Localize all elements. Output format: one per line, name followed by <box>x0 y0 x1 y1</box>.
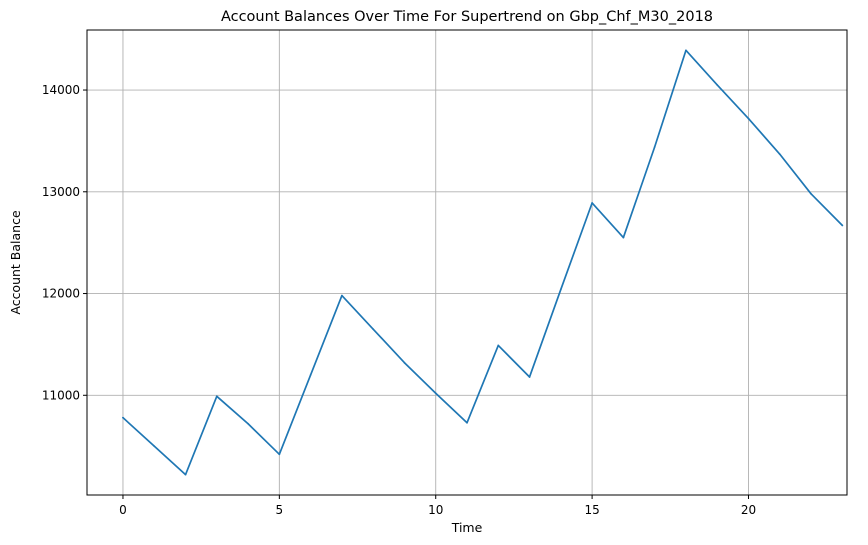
data-point <box>622 236 625 239</box>
data-point <box>184 473 187 476</box>
x-tick-label: 20 <box>741 503 756 517</box>
data-point <box>685 49 687 52</box>
x-tick-label: 15 <box>584 503 599 517</box>
data-point <box>810 192 812 195</box>
data-point <box>122 416 124 419</box>
data-point <box>341 294 343 297</box>
x-axis-label: Time <box>451 520 483 535</box>
y-axis-label: Account Balance <box>8 210 23 315</box>
data-point <box>591 202 593 204</box>
data-point <box>309 374 312 376</box>
plot-frame <box>86 29 848 496</box>
data-point <box>497 344 500 347</box>
data-point <box>528 376 531 378</box>
y-tick-label: 14000 <box>42 83 80 97</box>
data-point <box>153 445 156 448</box>
y-tick-label: 11000 <box>42 388 80 402</box>
ticks-layer: 0 5 10 15 20 11000 12000 13000 14000 <box>42 83 756 517</box>
y-tick-label: 13000 <box>42 185 80 199</box>
data-point <box>653 146 656 148</box>
x-tick-label: 0 <box>119 503 127 517</box>
x-tick-label: 5 <box>276 503 284 517</box>
data-point <box>559 288 562 291</box>
grid-layer <box>87 30 847 495</box>
data-point <box>466 421 468 424</box>
data-point <box>434 392 437 395</box>
data-point <box>778 153 781 155</box>
series-line <box>122 49 844 476</box>
data-point <box>716 84 719 86</box>
data-point <box>841 224 844 227</box>
y-tick-label: 12000 <box>42 287 80 301</box>
chart-title: Account Balances Over Time For Supertren… <box>221 9 713 25</box>
data-point <box>278 453 281 456</box>
x-tick-label: 10 <box>428 503 443 517</box>
data-point <box>403 361 406 364</box>
series-layer <box>122 49 844 476</box>
data-point <box>247 422 249 425</box>
data-point <box>372 328 375 330</box>
data-point <box>215 395 218 398</box>
data-point <box>747 117 750 120</box>
